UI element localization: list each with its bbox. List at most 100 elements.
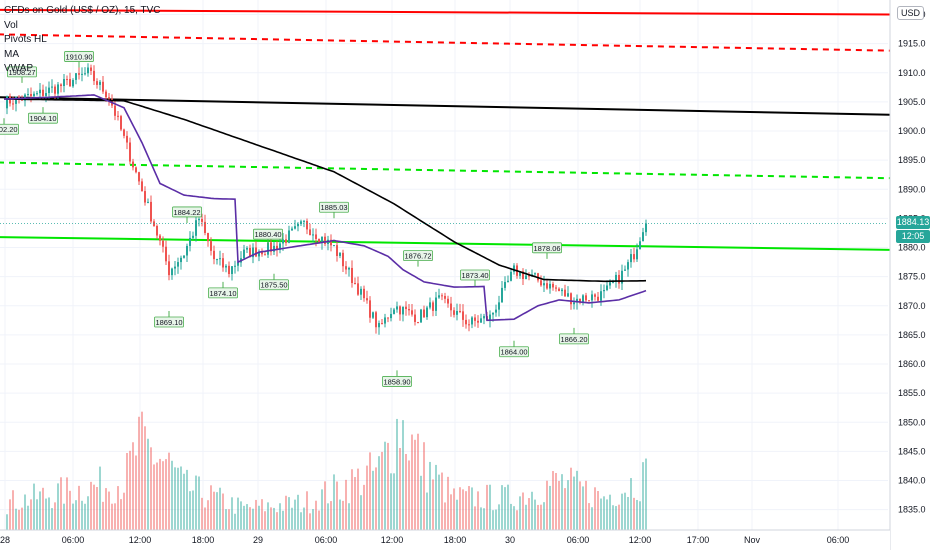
volume-bar: [594, 487, 596, 530]
candle-body: [180, 257, 182, 263]
pivot-box: [0, 123, 19, 135]
candle-body: [462, 311, 464, 320]
candle-body: [615, 274, 617, 282]
candle-body: [84, 73, 86, 75]
volume-bar: [285, 495, 287, 530]
trend-lines[interactable]: [0, 8, 893, 251]
candle-body: [414, 314, 416, 322]
volume-bar: [639, 501, 641, 530]
time-tick-label: 06:00: [315, 535, 338, 545]
volume-bar: [195, 475, 197, 530]
volume-bar: [234, 513, 236, 530]
time-tick-label: 18:00: [192, 535, 215, 545]
volume-bar: [249, 507, 251, 530]
candle-body: [366, 298, 368, 301]
candle-body: [195, 220, 197, 236]
candle-body: [627, 262, 629, 270]
volume-bar: [612, 505, 614, 530]
candle-body: [471, 317, 473, 325]
volume-bar: [18, 509, 20, 530]
volume-bar: [372, 470, 374, 530]
pivot-label: 1908.27: [8, 68, 35, 77]
candle-body: [450, 303, 452, 311]
volume-bar: [606, 499, 608, 530]
volume-bar: [213, 491, 215, 530]
candle-body: [639, 241, 641, 250]
indicator-vwap[interactable]: VWAP: [4, 63, 34, 74]
vwap-line: [3, 94, 647, 322]
volume-bar: [369, 452, 371, 530]
pivot-box: [259, 279, 289, 291]
candle-body: [69, 79, 71, 87]
volume-bar: [489, 484, 491, 530]
volume-bar: [540, 504, 542, 530]
candle-body: [120, 116, 122, 130]
pivot-box: [319, 201, 349, 213]
candle-body: [375, 312, 377, 328]
price-axis-bg: [890, 0, 932, 550]
candle-body: [45, 93, 47, 96]
candle-body: [408, 309, 410, 311]
trend-line-black-solid: [0, 96, 893, 116]
candle-body: [594, 294, 596, 297]
candle-body: [582, 295, 584, 303]
volume-bar: [171, 460, 173, 530]
candle-body: [603, 289, 605, 292]
candle-body: [435, 297, 437, 311]
candle-body: [159, 235, 161, 241]
candle-body: [198, 218, 200, 221]
candle-body: [333, 245, 335, 247]
symbol-title[interactable]: CFDs on Gold (US$ / OZ), 15, TVC: [4, 5, 161, 16]
candle-body: [612, 281, 614, 283]
candle-body: [399, 306, 401, 315]
candle-body: [177, 262, 179, 267]
volume-bar: [459, 487, 461, 530]
volume-bar: [180, 466, 182, 530]
volume-bar: [9, 499, 11, 530]
candle-body: [15, 96, 17, 104]
currency-button[interactable]: USD: [896, 6, 924, 20]
volume-bar: [315, 500, 317, 530]
volume-bar: [426, 492, 428, 530]
candle-body: [279, 243, 281, 250]
volume-bar: [378, 456, 380, 530]
candle-body: [99, 81, 101, 85]
pivot-box: [28, 112, 58, 124]
candle-body: [354, 282, 356, 284]
candle-body: [309, 229, 311, 236]
candle-body: [411, 310, 413, 315]
candle-body: [621, 270, 623, 284]
volume-bar: [174, 467, 176, 530]
time-tick-label: 06:00: [827, 535, 850, 545]
volume-bar: [624, 492, 626, 530]
volume-bar: [87, 496, 89, 530]
candle-body: [426, 307, 428, 318]
pivot-box: [532, 242, 562, 254]
volume-bar: [330, 501, 332, 530]
candle-body: [201, 218, 203, 222]
candle-body: [144, 191, 146, 203]
candle-body: [636, 249, 638, 260]
indicator-ma[interactable]: MA: [4, 48, 19, 60]
volume-bar: [390, 473, 392, 530]
volume-bar: [90, 481, 92, 530]
volume-bar: [534, 499, 536, 530]
volume-bar: [549, 485, 551, 530]
candle-body: [489, 314, 491, 321]
candle-body: [498, 302, 500, 310]
volume-bar: [198, 476, 200, 530]
volume-bar: [456, 499, 458, 530]
candle-body: [432, 302, 434, 311]
volume-bar: [483, 508, 485, 530]
candle-body: [363, 288, 365, 299]
volume-bar: [231, 497, 233, 530]
candle-body: [588, 300, 590, 302]
candle-body: [513, 265, 515, 272]
indicator-vol[interactable]: Vol: [4, 19, 18, 31]
candle-body: [585, 295, 587, 301]
indicator-pivots-hl[interactable]: Pivots HL: [4, 34, 47, 45]
volume-bars: [6, 411, 647, 530]
candle-body: [351, 267, 353, 283]
